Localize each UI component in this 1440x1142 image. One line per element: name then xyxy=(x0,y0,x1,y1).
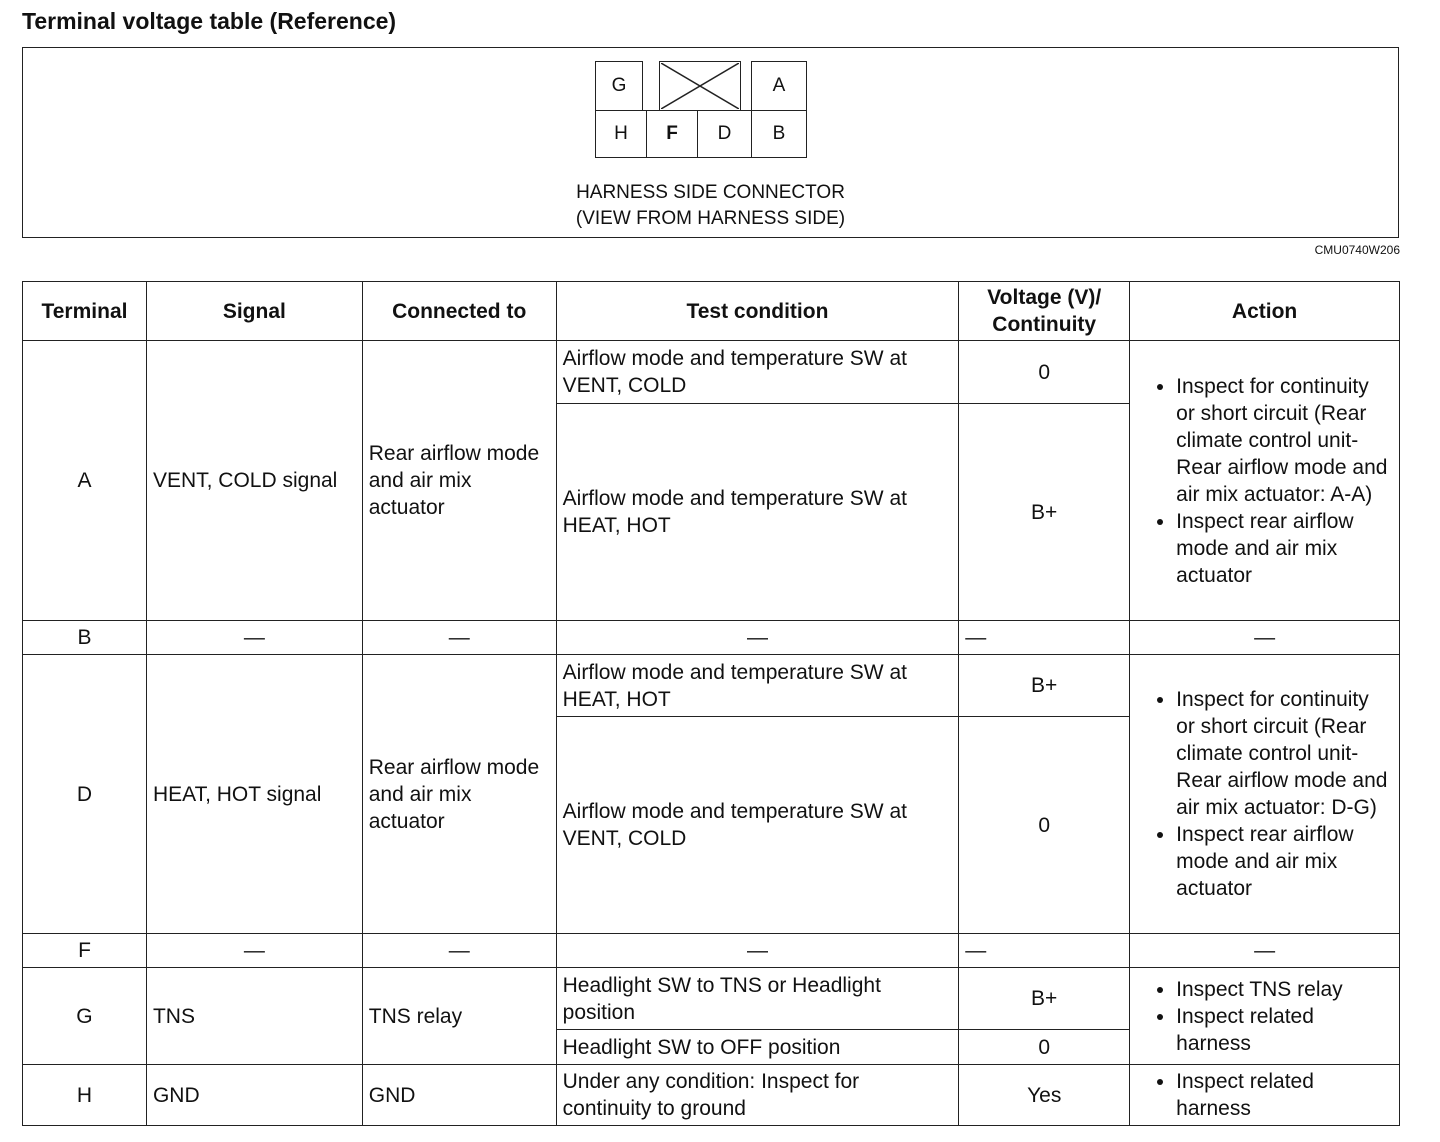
table-row: F — — — — — xyxy=(22,933,1400,968)
action-item: Inspect related harness xyxy=(1176,1003,1393,1057)
condition-cell: — xyxy=(555,933,960,968)
table-row: Airflow mode and temperature SW at VENT,… xyxy=(23,716,1400,934)
connected-cell: Rear airflow mode and air mix actuator xyxy=(361,340,557,621)
voltage-cell: 0 xyxy=(958,340,1131,404)
pin-b: B xyxy=(751,110,807,158)
figure-code: CMU0740W206 xyxy=(1314,243,1400,257)
signal-cell: TNS xyxy=(145,967,363,1065)
caption-line2: (VIEW FROM HARNESS SIDE) xyxy=(575,208,846,229)
table-row: Airflow mode and temperature SW at HEAT,… xyxy=(23,403,1400,621)
voltage-cell: B+ xyxy=(958,403,1131,621)
action-item: Inspect for continuity or short circuit … xyxy=(1176,373,1393,508)
condition-cell: — xyxy=(555,620,960,655)
signal-cell: VENT, COLD signal xyxy=(145,340,363,621)
signal-cell: HEAT, HOT signal xyxy=(145,654,363,934)
header-connected: Connected to xyxy=(361,281,557,341)
terminal-cell: A xyxy=(22,340,147,621)
connected-cell: — xyxy=(361,620,557,655)
signal-cell: GND xyxy=(145,1064,363,1126)
condition-cell: Airflow mode and temperature SW at HEAT,… xyxy=(555,654,960,717)
action-cell: Inspect for continuity or short circuit … xyxy=(1129,654,1400,934)
connector-diagram: G A H F D B HARNESS SIDE CONNECTOR (VIEW… xyxy=(22,47,1399,238)
table-row: A VENT, COLD signal Rear airflow mode an… xyxy=(22,340,1400,621)
header-voltage: Voltage (V)/ Continuity xyxy=(958,281,1131,341)
header-row: Terminal Signal Connected to Test condit… xyxy=(22,281,1400,341)
signal-cell: — xyxy=(145,620,363,655)
table-row: D HEAT, HOT signal Rear airflow mode and… xyxy=(22,654,1400,934)
terminal-cell: F xyxy=(22,933,147,968)
caption-line1: HARNESS SIDE CONNECTOR xyxy=(576,182,845,203)
voltage-cell: B+ xyxy=(958,654,1131,717)
connected-cell: GND xyxy=(361,1064,557,1126)
connected-cell: — xyxy=(361,933,557,968)
pin-d: D xyxy=(697,110,752,158)
pin-g: G xyxy=(595,61,643,111)
pin-f: F xyxy=(646,110,698,158)
action-item: Inspect for continuity or short circuit … xyxy=(1176,686,1393,821)
voltage-cell: 0 xyxy=(958,1029,1131,1065)
pin-a: A xyxy=(751,61,807,111)
terminal-cell: D xyxy=(22,654,147,934)
page-title: Terminal voltage table (Reference) xyxy=(22,8,397,34)
signal-cell: — xyxy=(145,933,363,968)
condition-cell: Airflow mode and temperature SW at VENT,… xyxy=(555,716,960,934)
connector-caption: HARNESS SIDE CONNECTOR (VIEW FROM HARNES… xyxy=(23,180,1398,232)
table-row: G TNS TNS relay Headlight SW to TNS or H… xyxy=(22,967,1400,1065)
connected-cell: Rear airflow mode and air mix actuator xyxy=(361,654,557,934)
pin-h: H xyxy=(595,110,647,158)
connected-cell: TNS relay xyxy=(361,967,557,1065)
action-cell: Inspect for continuity or short circuit … xyxy=(1129,340,1400,621)
action-item: Inspect rear airflow mode and air mix ac… xyxy=(1176,508,1393,589)
action-item: Inspect rear airflow mode and air mix ac… xyxy=(1176,821,1393,902)
header-condition: Test condition xyxy=(555,281,960,341)
action-item: Inspect related harness xyxy=(1176,1068,1393,1122)
voltage-cell: — xyxy=(958,620,1131,655)
action-cell: Inspect TNS relayInspect related harness xyxy=(1129,967,1400,1065)
header-terminal: Terminal xyxy=(22,281,147,341)
condition-cell: Headlight SW to OFF position xyxy=(555,1029,960,1065)
action-cell: — xyxy=(1129,620,1400,655)
condition-cell: Headlight SW to TNS or Headlight positio… xyxy=(555,967,960,1030)
action-cell: — xyxy=(1129,933,1400,968)
condition-cell: Airflow mode and temperature SW at HEAT,… xyxy=(555,403,960,621)
cross-icon xyxy=(661,63,739,109)
header-action: Action xyxy=(1129,281,1400,341)
voltage-cell: Yes xyxy=(958,1064,1131,1126)
action-item: Inspect TNS relay xyxy=(1176,976,1393,1003)
terminal-voltage-table: Terminal Signal Connected to Test condit… xyxy=(22,281,1400,1126)
voltage-cell: — xyxy=(958,933,1131,968)
voltage-cell: 0 xyxy=(958,716,1131,934)
blank-pin-crossed xyxy=(659,61,741,111)
condition-cell: Under any condition: Inspect for continu… xyxy=(555,1064,960,1126)
action-cell: Inspect related harness xyxy=(1129,1064,1400,1126)
table-row: H GND GND Under any condition: Inspect f… xyxy=(22,1064,1400,1126)
table-row: B — — — — — xyxy=(22,620,1400,655)
voltage-cell: B+ xyxy=(958,967,1131,1030)
terminal-cell: B xyxy=(22,620,147,655)
terminal-cell: H xyxy=(22,1064,147,1126)
header-signal: Signal xyxy=(145,281,363,341)
terminal-cell: G xyxy=(22,967,147,1065)
condition-cell: Airflow mode and temperature SW at VENT,… xyxy=(555,340,960,404)
